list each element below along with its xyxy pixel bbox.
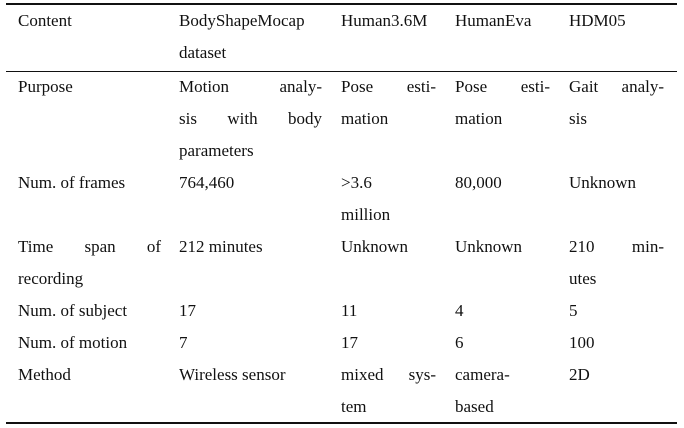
table-cell-line: mation (341, 109, 389, 128)
table-cell-line: 100 (569, 333, 595, 352)
header-cell: HDM05 (569, 5, 664, 37)
table-cell-line: based (455, 397, 494, 416)
table-cell: Unknown (341, 231, 436, 263)
table-cell-line: sis with body (179, 109, 322, 128)
table-cell: Wireless sensor (179, 359, 322, 391)
header-cell: Human3.6M (341, 5, 436, 37)
header-cell-line: Content (18, 11, 72, 30)
table-cell-line: 17 (179, 301, 196, 320)
table-cell: mixed sys-tem (341, 359, 436, 423)
table-cell: 6 (455, 327, 550, 359)
table-cell-line: parameters (179, 141, 254, 160)
table-cell-line: Motion analy- (179, 77, 322, 96)
table-cell: 764,460 (179, 167, 322, 199)
header-cell: HumanEva (455, 5, 550, 37)
header-cell-line: dataset (179, 43, 227, 62)
header-cell-line: HumanEva (455, 11, 532, 30)
header-cell-line: Human3.6M (341, 11, 428, 30)
table-cell: 4 (455, 295, 550, 327)
table-cell: 5 (569, 295, 664, 327)
table-bottom-rule (6, 422, 677, 424)
table-cell-line: >3.6 (341, 173, 372, 192)
table-cell-line: Gait analy- (569, 77, 664, 96)
table-cell-line: million (341, 205, 391, 224)
table-cell-line: camera- (455, 365, 510, 384)
table-cell-line: utes (569, 269, 597, 288)
header-cell: BodyShapeMocap dataset (179, 5, 322, 69)
table-header-rule (6, 71, 677, 72)
table-cell-line: Unknown (341, 237, 409, 256)
table-cell-line: 4 (455, 301, 464, 320)
table-cell-line: 80,000 (455, 173, 502, 192)
table-cell-line: tem (341, 397, 367, 416)
table-cell: 210 min-utes (569, 231, 664, 295)
table-cell-line: 11 (341, 301, 358, 320)
row-label-line: Num. of frames (18, 173, 126, 192)
table-cell: 17 (179, 295, 322, 327)
table-cell: Unknown (569, 167, 664, 199)
table-cell-line: Wireless sensor (179, 365, 286, 384)
table-cell: Unknown (455, 231, 550, 263)
table-cell-line: Pose esti- (341, 77, 436, 96)
table-cell-line: mation (455, 109, 503, 128)
table-top-rule (6, 3, 677, 5)
row-label: Time span of recording (18, 231, 161, 295)
table-cell: Gait analy-sis (569, 71, 664, 135)
table-cell: Pose esti-mation (341, 71, 436, 135)
header-cell-line: BodyShapeMocap (179, 11, 305, 30)
row-label: Method (18, 359, 161, 391)
table-cell-line: 7 (179, 333, 188, 352)
table-cell: Pose esti-mation (455, 71, 550, 135)
table-cell-line: 2D (569, 365, 590, 384)
row-label-line: Time span of (18, 237, 161, 256)
row-label-line: Method (18, 365, 71, 384)
table-cell: 17 (341, 327, 436, 359)
table-cell: camera-based (455, 359, 550, 423)
row-label: Purpose (18, 71, 161, 103)
row-label: Num. of subject (18, 295, 161, 327)
table-cell: 2D (569, 359, 664, 391)
row-label-line: Num. of subject (18, 301, 128, 320)
table-cell-line: 5 (569, 301, 578, 320)
row-label-line: Num. of motion (18, 333, 128, 352)
row-label-line: Purpose (18, 77, 73, 96)
table-cell-line: sis (569, 109, 587, 128)
table-cell: >3.6 million (341, 167, 436, 231)
header-cell-line: HDM05 (569, 11, 626, 30)
row-label: Num. of frames (18, 167, 161, 199)
table-cell-line: 212 minutes (179, 237, 263, 256)
table-cell: 7 (179, 327, 322, 359)
header-cell: Content (18, 5, 161, 37)
table-cell-line: 6 (455, 333, 464, 352)
table-cell-line: Pose esti- (455, 77, 550, 96)
table-cell-line: mixed sys- (341, 365, 436, 384)
table-cell-line: 17 (341, 333, 358, 352)
table-cell: 212 minutes (179, 231, 322, 263)
table-cell-line: Unknown (569, 173, 637, 192)
table-cell: 100 (569, 327, 664, 359)
table-cell: 80,000 (455, 167, 550, 199)
table-cell-line: 210 min- (569, 237, 664, 256)
row-label-line: recording (18, 269, 84, 288)
table-cell: Motion analy-sis with body parameters (179, 71, 322, 167)
row-label: Num. of motion (18, 327, 161, 359)
table-cell-line: 764,460 (179, 173, 235, 192)
table-cell-line: Unknown (455, 237, 523, 256)
table-cell: 11 (341, 295, 436, 327)
